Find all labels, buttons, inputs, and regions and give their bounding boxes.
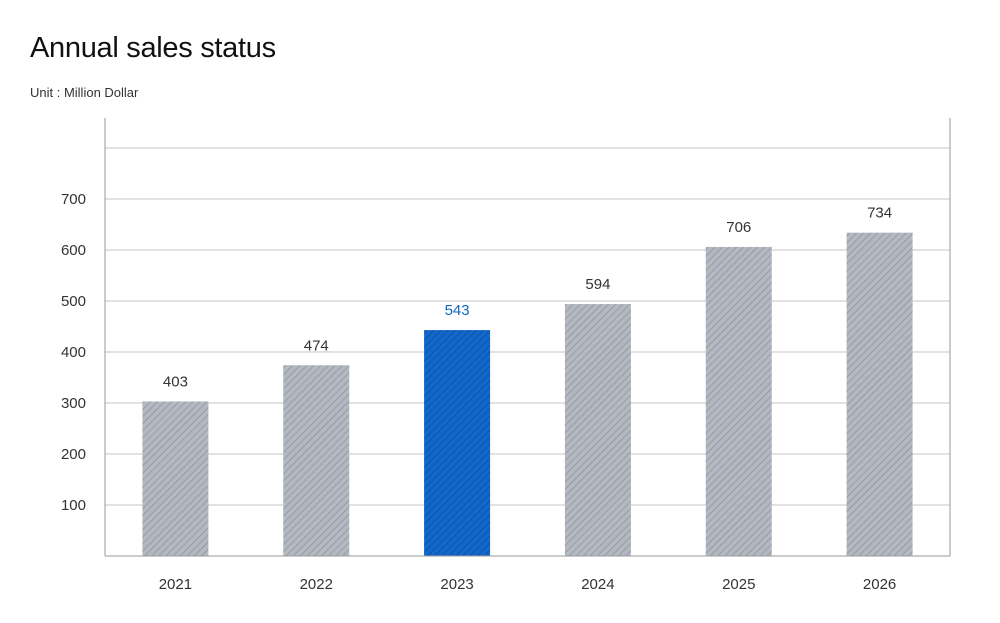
bar-2025: [705, 246, 772, 556]
x-tick-label: 2023: [440, 576, 473, 593]
unit-subtitle: Unit : Million Dollar: [30, 85, 139, 100]
bar-2022: [283, 365, 350, 556]
bar-2026: [846, 232, 913, 556]
data-label-2023: 543: [445, 302, 470, 319]
data-label-2024: 594: [585, 276, 610, 293]
data-label-2022: 474: [304, 337, 329, 354]
axes: [104, 118, 951, 557]
x-tick-label: 2025: [722, 576, 755, 593]
bar-2023: [424, 330, 491, 556]
data-label-2025: 706: [726, 219, 751, 236]
y-tick-label: 600: [61, 242, 86, 259]
x-tick-label: 2024: [581, 576, 614, 593]
data-label-2026: 734: [867, 205, 892, 222]
y-tick-labels: 100 200 300 400 500 600 700: [61, 191, 86, 514]
x-tick-label: 2022: [300, 576, 333, 593]
chart-title: Annual sales status: [30, 32, 276, 64]
bars: [142, 232, 913, 556]
y-tick-label: 200: [61, 446, 86, 463]
y-tick-label: 500: [61, 293, 86, 310]
x-tick-label: 2021: [159, 576, 192, 593]
grid-lines: [105, 147, 950, 506]
y-tick-label: 300: [61, 395, 86, 412]
y-tick-label: 100: [61, 497, 86, 514]
y-tick-label: 400: [61, 344, 86, 361]
x-tick-label: 2026: [863, 576, 896, 593]
bar-2021: [142, 401, 209, 556]
data-label-2021: 403: [163, 373, 188, 390]
y-tick-label: 700: [61, 191, 86, 208]
data-labels: 403 474 543 594 706 734: [163, 205, 892, 391]
bar-2024: [564, 304, 631, 556]
x-tick-labels: 2021 2022 2023 2024 2025 2026: [159, 576, 897, 593]
